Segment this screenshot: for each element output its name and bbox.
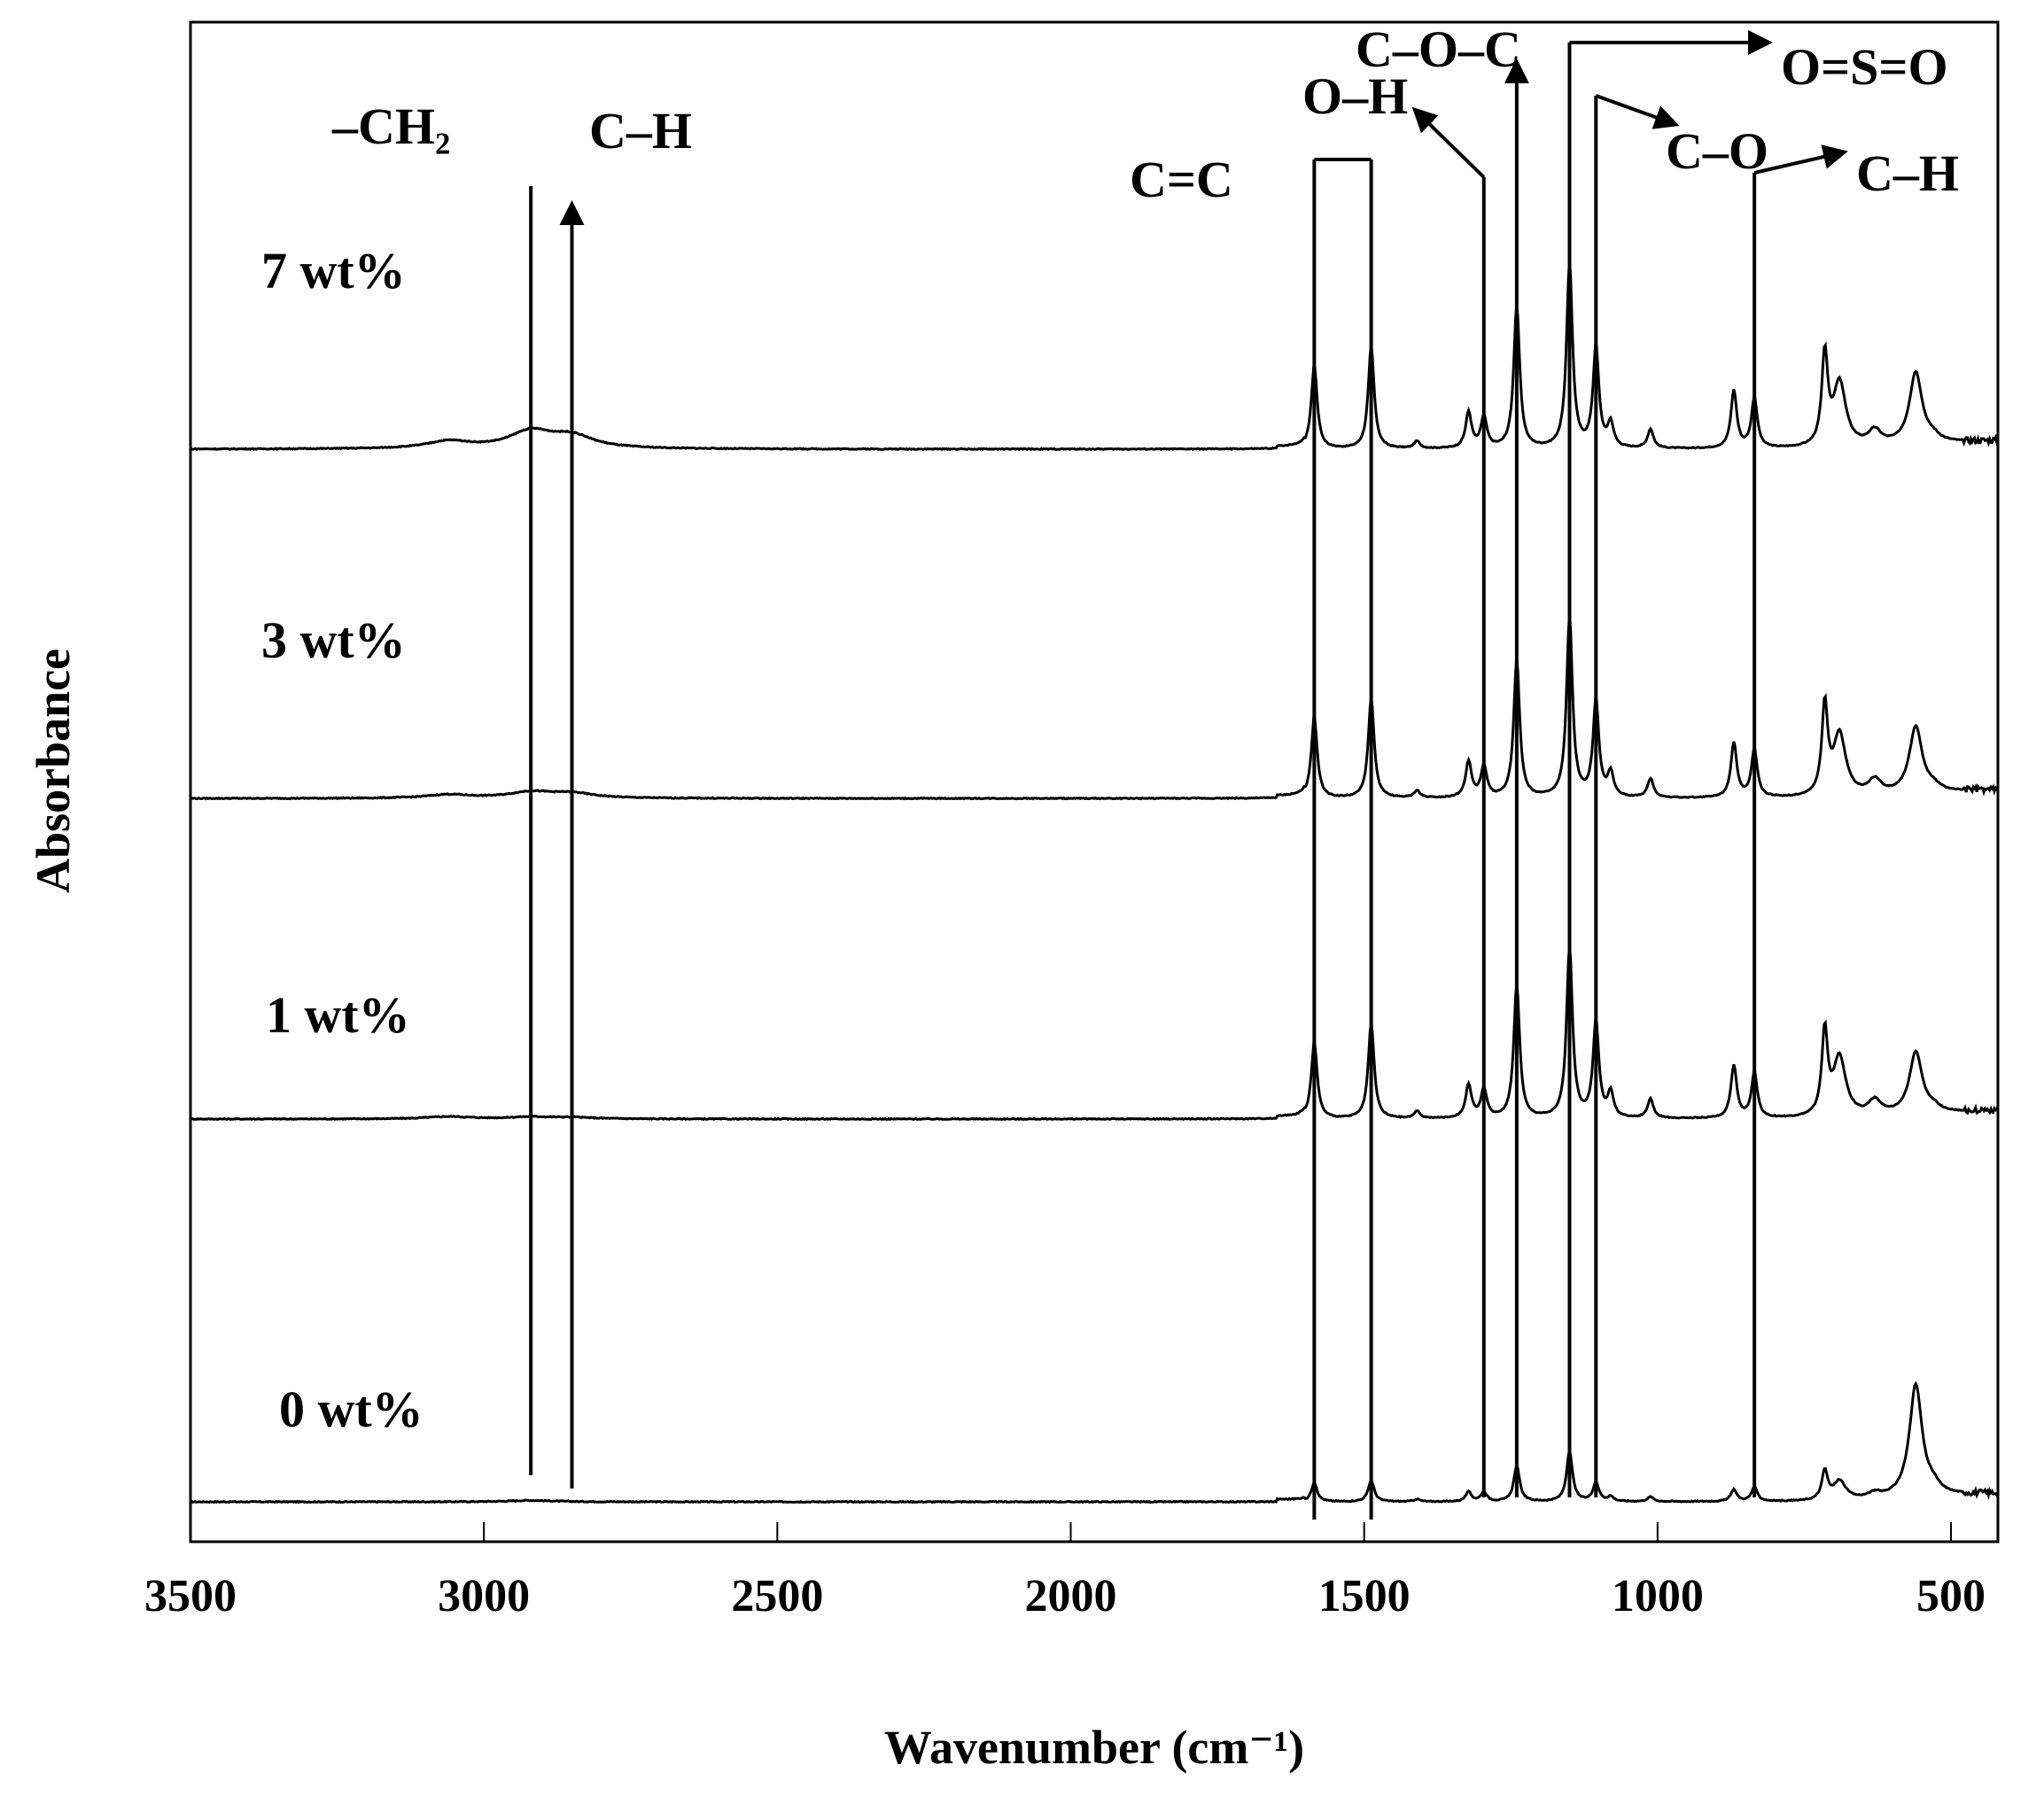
annotation-label: C–O (1666, 122, 1768, 180)
annotation-label: O–H (1302, 67, 1408, 125)
annotation-label: O=S=O (1781, 38, 1948, 96)
annotation-label: –CH₂ (331, 97, 450, 155)
coc-arrow (1411, 106, 1486, 179)
spectrum-line (190, 1380, 2000, 1504)
x-tick-label: 3000 (438, 1571, 530, 1621)
peak-annotations: –CH₂ C–H C=C O–HC–O–C O=S=OC–O C–H (331, 20, 1959, 1520)
x-tick-label: 500 (1916, 1571, 1986, 1621)
x-axis-title: Wavenumber (cm⁻¹) (884, 1721, 1304, 1774)
series-label: 0 wt% (279, 1380, 424, 1438)
series-label: 1 wt% (266, 986, 410, 1044)
plot-frame (189, 20, 2000, 1543)
x-ticks: 3500 3000 2500 2000 1500 1000 500 (144, 1522, 1986, 1621)
series-labels: 0 wt% 1 wt% 3 wt% 7 wt% (261, 242, 424, 1438)
annotation-label: C=C (1130, 151, 1233, 208)
annotation-label: C–H (589, 102, 692, 159)
spectra (190, 260, 2000, 1504)
spectrum-line (190, 614, 2000, 801)
annotation-label: C–H (1856, 144, 1959, 202)
x-tick-label: 1500 (1318, 1571, 1411, 1621)
series-label: 7 wt% (261, 242, 406, 299)
spectrum-line (190, 944, 2000, 1122)
x-tick-label: 2000 (1025, 1571, 1117, 1621)
x-tick-label: 1000 (1612, 1571, 1704, 1621)
series-label: 3 wt% (261, 611, 406, 669)
x-tick-label: 2500 (731, 1571, 823, 1621)
co-arrow (1595, 94, 1680, 129)
annotation-label: C–O–C (1356, 20, 1521, 78)
ch-aromatic-arrow (1753, 144, 1848, 175)
x-tick-label: 3500 (144, 1571, 237, 1621)
spectrum-line (190, 260, 2000, 452)
y-axis-title: Absorbance (27, 649, 80, 893)
